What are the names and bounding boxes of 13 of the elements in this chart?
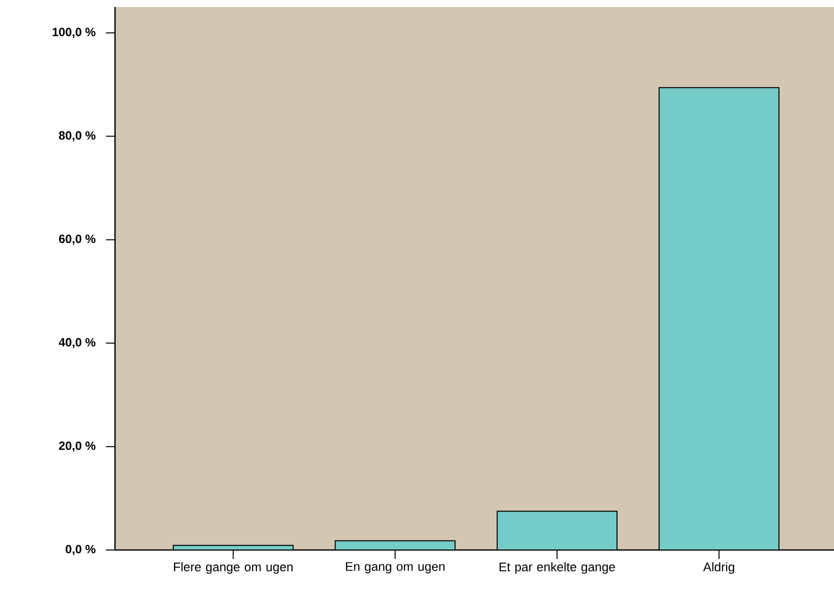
y-tick-label: 0,0 % xyxy=(66,544,96,556)
y-tick-label: 60,0 % xyxy=(59,234,96,245)
y-tick-label: 80,0 % xyxy=(58,131,96,142)
x-tick-label: Flere gange om ugen xyxy=(174,562,293,574)
x-tick-label: Aldrig xyxy=(703,562,734,574)
bar xyxy=(496,510,618,550)
bar xyxy=(335,540,456,550)
x-tick-label: En gang om ugen xyxy=(346,562,445,574)
bar xyxy=(658,87,780,550)
y-tick-label: 40,0 % xyxy=(58,338,96,348)
y-tick-label: 100,0 % xyxy=(52,28,96,38)
x-tick-label: Et par enkelte gange xyxy=(500,562,616,574)
y-tick-label: 20,0 % xyxy=(59,441,96,452)
